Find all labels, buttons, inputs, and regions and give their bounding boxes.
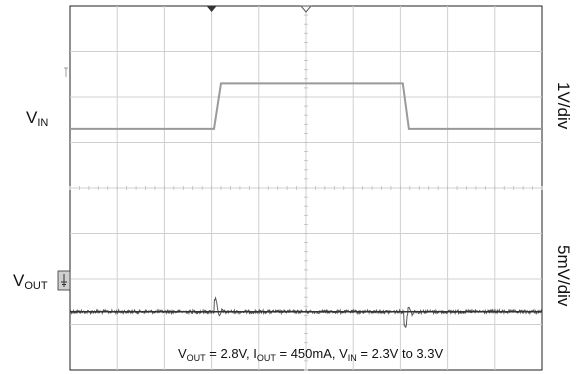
- vin-label: VIN: [26, 108, 48, 129]
- vin-trace: [70, 82, 542, 130]
- vout-scale-label: 5mV/div: [554, 245, 573, 307]
- vin-scale-label: 1V/div: [554, 82, 573, 130]
- trigger-delay-marker: [299, 5, 313, 13]
- annotation-subscript: IN: [348, 353, 357, 363]
- center-axis-ticks: [69, 5, 543, 371]
- trigger-position-marker: [206, 6, 217, 12]
- test-conditions-annotation: VOUT = 2.8V, IOUT = 450mA, VIN = 2.3V to…: [178, 346, 443, 363]
- channel-ground-marker: [57, 270, 71, 291]
- annotation-text: = 450mA, V: [276, 346, 348, 361]
- annotation-text: V: [178, 346, 187, 361]
- traces: [69, 82, 543, 328]
- channel-level-marker: [64, 67, 68, 77]
- annotation-text: = 2.3V to 3.3V: [357, 346, 444, 361]
- annotation-text: = 2.8V, I: [206, 346, 257, 361]
- vout-label: VOUT: [13, 271, 48, 292]
- trigger-markers: [206, 5, 313, 13]
- annotation-subscript: OUT: [187, 353, 207, 363]
- annotation-subscript: OUT: [257, 353, 277, 363]
